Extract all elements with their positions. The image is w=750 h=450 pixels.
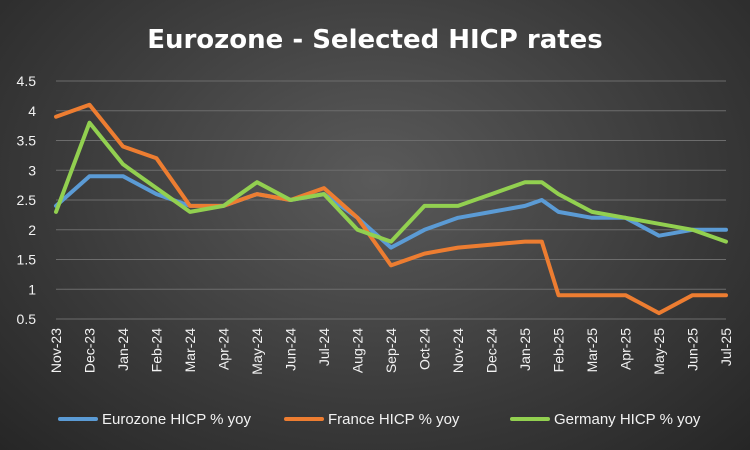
x-tick-label: Aug-24 [350,328,366,373]
x-tick-label: Jun-24 [283,328,299,371]
y-tick-label: 2.5 [17,192,37,208]
x-tick-label: Dec-24 [484,328,500,373]
x-tick-label: Apr-24 [216,328,232,370]
x-tick-label: Jul-25 [718,328,734,366]
x-tick-label: Sep-24 [383,328,399,373]
x-tick-label: May-25 [651,328,667,375]
x-tick-label: Apr-25 [618,328,634,370]
y-tick-label: 2 [28,222,36,238]
y-tick-label: 1 [28,281,36,297]
x-tick-label: Jul-24 [316,328,332,366]
y-tick-label: 3 [28,162,36,178]
series-lines [54,102,728,316]
x-tick-label: Nov-24 [450,328,466,373]
y-axis-ticks: 0.5 1 1.5 2 2.5 3 3.5 4 4.5 [17,73,37,327]
x-tick-label: Jan-24 [115,328,131,371]
legend-label-1: France HICP % yoy [328,411,460,428]
x-tick-label: Feb-24 [149,328,165,373]
x-axis-ticks: Nov-23 Dec-23 Jan-24 Feb-24 Mar-24 Apr-24 May-… [48,328,734,375]
x-tick-label: Nov-23 [48,328,64,373]
legend-label-2: Germany HICP % yoy [554,411,701,428]
legend-label-0: Eurozone HICP % yoy [102,411,251,428]
gridlines [56,80,726,320]
chart-title: Eurozone - Selected HICP rates [147,25,603,55]
y-tick-label: 1.5 [17,252,37,268]
y-tick-label: 4 [28,103,36,119]
series-line-2 [54,120,728,244]
x-tick-label: Oct-24 [417,328,433,370]
y-tick-label: 4.5 [17,73,37,89]
legend: Eurozone HICP % yoy France HICP % yoy Germ… [58,411,701,428]
y-tick-label: 0.5 [17,311,37,327]
y-tick-label: 3.5 [17,133,37,149]
x-tick-label: May-24 [249,328,265,375]
x-tick-label: Mar-25 [584,328,600,373]
x-tick-label: Jun-25 [685,328,701,371]
series-line-1 [54,102,728,316]
x-tick-label: Jan-25 [517,328,533,371]
x-tick-label: Dec-23 [82,328,98,373]
x-tick-label: Feb-25 [551,328,567,373]
x-tick-label: Mar-24 [182,328,198,373]
